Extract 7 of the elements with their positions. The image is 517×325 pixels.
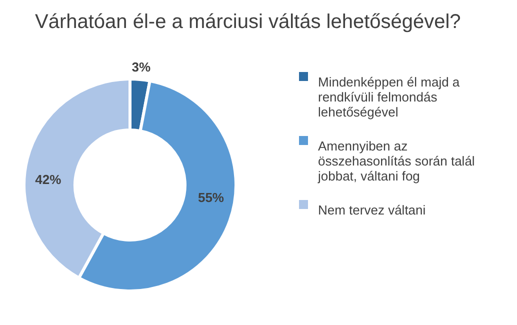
- data-label: 55%: [198, 190, 224, 205]
- legend-label: Nem tervez váltani: [318, 202, 426, 218]
- legend-label: Mindenképpen él majd a rendkívüli felmondás lehetőségével: [318, 74, 460, 120]
- data-label: 42%: [35, 172, 62, 187]
- data-label: 3%: [132, 60, 151, 75]
- chart-title: Várhatóan él-e a márciusi váltás lehetőségével?: [35, 11, 461, 33]
- legend-label: Amennyiben az összehasonlítás során talál jobbat, váltani fog: [317, 138, 475, 184]
